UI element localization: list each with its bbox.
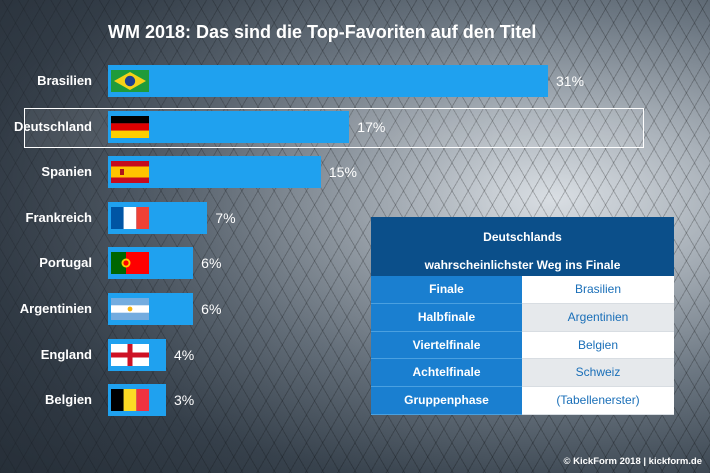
bar bbox=[108, 65, 548, 97]
chart-row: Brasilien 31% bbox=[0, 65, 700, 97]
value-label: 17% bbox=[357, 118, 386, 135]
chart-row: England 4% bbox=[0, 338, 700, 371]
category-label: Portugal bbox=[39, 255, 92, 271]
chart-row: Deutschland 17% bbox=[0, 110, 700, 143]
value-label: 7% bbox=[215, 209, 236, 226]
france-flag-icon bbox=[111, 206, 149, 229]
value-label: 3% bbox=[174, 392, 195, 409]
chart-row: Spanien 15% bbox=[0, 156, 700, 189]
chart-row: Frankreich 7% bbox=[0, 201, 700, 234]
category-label: Spanien bbox=[41, 164, 92, 180]
value-label: 6% bbox=[201, 255, 222, 272]
route-opponent: Schweiz bbox=[522, 359, 674, 388]
route-row: Halbfinale Argentinien bbox=[371, 303, 674, 332]
route-opponent: (Tabellenerster) bbox=[522, 387, 674, 415]
england-flag-icon bbox=[111, 343, 149, 366]
argentina-flag-icon bbox=[111, 298, 149, 320]
route-opponent: Belgien bbox=[522, 332, 674, 360]
route-panel-title-line2: wahrscheinlichster Weg ins Finale bbox=[424, 258, 621, 272]
belgium-flag-icon bbox=[111, 389, 149, 412]
portugal-flag-icon bbox=[111, 252, 149, 275]
route-row: Achtelfinale Schweiz bbox=[371, 359, 674, 388]
route-row: Finale Brasilien bbox=[371, 276, 674, 304]
value-label: 15% bbox=[328, 164, 357, 181]
route-panel-title-line1: Deutschlands bbox=[483, 230, 562, 244]
route-panel: Deutschlands wahrscheinlichster Weg ins … bbox=[371, 217, 674, 415]
credit-line: © KickForm 2018 | kickform.de bbox=[563, 456, 703, 467]
route-row: Gruppenphase (Tabellenerster) bbox=[371, 387, 674, 415]
value-label: 4% bbox=[174, 346, 195, 363]
route-stage: Gruppenphase bbox=[371, 387, 522, 415]
spain-flag-icon bbox=[111, 161, 149, 184]
chart-row: Portugal 6% bbox=[0, 247, 700, 280]
category-label: Brasilien bbox=[37, 73, 92, 88]
route-stage: Viertelfinale bbox=[371, 331, 522, 360]
category-label: England bbox=[40, 346, 92, 362]
chart-title: WM 2018: Das sind die Top-Favoriten auf … bbox=[108, 22, 537, 42]
route-row: Viertelfinale Belgien bbox=[371, 331, 674, 360]
value-label: 6% bbox=[201, 301, 222, 317]
route-stage: Halbfinale bbox=[371, 303, 522, 332]
route-opponent: Brasilien bbox=[522, 276, 674, 304]
route-stage: Achtelfinale bbox=[371, 359, 522, 388]
route-opponent: Argentinien bbox=[522, 303, 674, 332]
germany-flag-icon bbox=[111, 115, 149, 138]
route-stage: Finale bbox=[371, 276, 522, 304]
value-label: 31% bbox=[556, 73, 585, 89]
brazil-flag-icon bbox=[111, 70, 149, 92]
category-label: Argentinien bbox=[19, 301, 92, 316]
chart-row: Belgien 3% bbox=[0, 384, 700, 417]
category-label: Deutschland bbox=[13, 118, 92, 134]
category-label: Frankreich bbox=[25, 209, 92, 225]
chart-row: Argentinien 6% bbox=[0, 293, 700, 325]
route-panel-header: Deutschlands wahrscheinlichster Weg ins … bbox=[371, 217, 674, 276]
category-label: Belgien bbox=[45, 392, 92, 408]
